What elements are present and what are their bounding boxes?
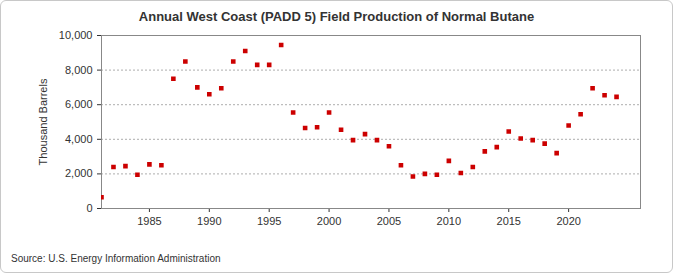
svg-text:2005: 2005: [377, 215, 401, 227]
svg-text:2000: 2000: [317, 215, 341, 227]
svg-text:1985: 1985: [137, 215, 161, 227]
svg-text:4,000: 4,000: [65, 133, 93, 145]
svg-text:8,000: 8,000: [65, 64, 93, 76]
svg-text:2020: 2020: [556, 215, 580, 227]
svg-text:Thousand Barrels: Thousand Barrels: [37, 78, 49, 165]
svg-text:10,000: 10,000: [59, 29, 93, 41]
svg-text:6,000: 6,000: [65, 98, 93, 110]
svg-text:1995: 1995: [257, 215, 281, 227]
html-text:Annual West Coast (PADD 5) Fie: Annual West Coast (PADD 5) Field Product…: [138, 9, 535, 24]
html-text:Source: U.S. Energy Informatio: Source: U.S. Energy Information Administ…: [11, 253, 221, 264]
svg-text:2,000: 2,000: [65, 167, 93, 179]
svg-text:2015: 2015: [497, 215, 521, 227]
svg-text:0: 0: [86, 202, 92, 214]
svg-text:2010: 2010: [437, 215, 461, 227]
svg-text:1990: 1990: [197, 215, 221, 227]
